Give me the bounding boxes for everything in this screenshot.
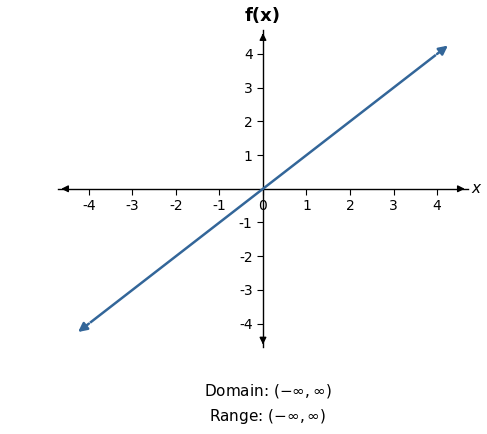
Text: Domain: $(-\infty, \infty)$: Domain: $(-\infty, \infty)$	[204, 381, 332, 400]
Text: f(x): f(x)	[245, 7, 281, 25]
Text: x: x	[472, 181, 481, 196]
Text: Range: $(-\infty, \infty)$: Range: $(-\infty, \infty)$	[209, 407, 326, 426]
